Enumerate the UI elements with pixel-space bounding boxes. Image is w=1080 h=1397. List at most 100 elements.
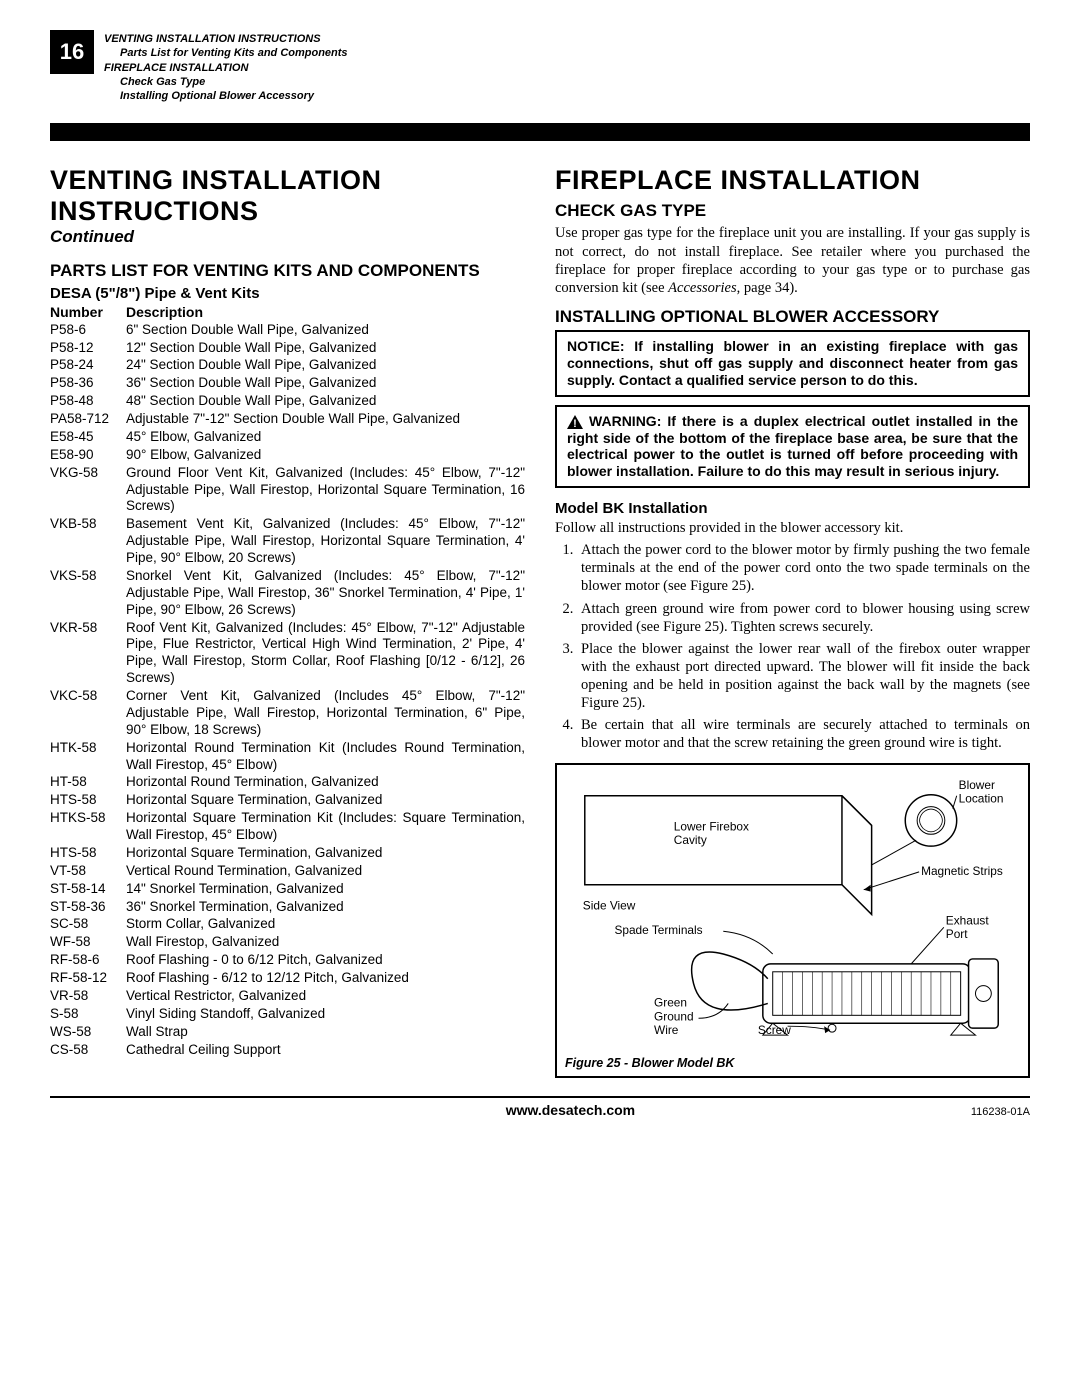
part-description: 90° Elbow, Galvanized (126, 447, 525, 464)
page-number-box: 16 (50, 30, 94, 74)
part-number: HTK-58 (50, 740, 126, 774)
table-row: E58-4545° Elbow, Galvanized (50, 429, 525, 446)
header-line: FIREPLACE INSTALLATION (104, 61, 348, 75)
table-row: HTS-58Horizontal Square Termination, Gal… (50, 792, 525, 809)
part-description: Roof Flashing - 6/12 to 12/12 Pitch, Gal… (126, 970, 525, 987)
part-number: WF-58 (50, 934, 126, 951)
body-paragraph: Use proper gas type for the fireplace un… (555, 224, 1030, 297)
warning-icon: ! (567, 415, 583, 429)
part-description: 14" Snorkel Termination, Galvanized (126, 881, 525, 898)
table-row: ST-58-1414" Snorkel Termination, Galvani… (50, 881, 525, 898)
part-number: S-58 (50, 1006, 126, 1023)
part-description: Basement Vent Kit, Galvanized (Includes:… (126, 516, 525, 567)
svg-text:!: ! (573, 418, 577, 429)
list-item: Be certain that all wire terminals are s… (577, 716, 1030, 752)
table-row: VT-58Vertical Round Termination, Galvani… (50, 863, 525, 880)
part-number: VKB-58 (50, 516, 126, 567)
table-row: SC-58Storm Collar, Galvanized (50, 916, 525, 933)
svg-text:Blower: Blower (959, 777, 995, 791)
table-row: VR-58Vertical Restrictor, Galvanized (50, 988, 525, 1005)
table-row: HTK-58Horizontal Round Termination Kit (… (50, 740, 525, 774)
part-description: Snorkel Vent Kit, Galvanized (Includes: … (126, 568, 525, 619)
part-number: ST-58-36 (50, 899, 126, 916)
header-line: Installing Optional Blower Accessory (104, 89, 348, 103)
svg-text:Screw: Screw (758, 1023, 791, 1037)
part-number: VKS-58 (50, 568, 126, 619)
part-description: Horizontal Round Termination, Galvanized (126, 774, 525, 791)
table-row: RF-58-12Roof Flashing - 6/12 to 12/12 Pi… (50, 970, 525, 987)
part-description: Storm Collar, Galvanized (126, 916, 525, 933)
header-toc: VENTING INSTALLATION INSTRUCTIONS Parts … (104, 30, 348, 103)
part-description: Roof Flashing - 0 to 6/12 Pitch, Galvani… (126, 952, 525, 969)
subsection-heading: CHECK GAS TYPE (555, 201, 1030, 221)
figure-box: Lower Firebox Cavity Blower Location Mag… (555, 763, 1030, 1079)
part-description: Wall Firestop, Galvanized (126, 934, 525, 951)
part-description: 36" Section Double Wall Pipe, Galvanized (126, 375, 525, 392)
part-number: P58-6 (50, 322, 126, 339)
table-row: VKC-58Corner Vent Kit, Galvanized (Inclu… (50, 688, 525, 739)
svg-text:Cavity: Cavity (674, 833, 707, 847)
table-row: P58-1212" Section Double Wall Pipe, Galv… (50, 340, 525, 357)
part-number: HTS-58 (50, 845, 126, 862)
table-row: S-58Vinyl Siding Standoff, Galvanized (50, 1006, 525, 1023)
part-number: E58-90 (50, 447, 126, 464)
part-description: Vinyl Siding Standoff, Galvanized (126, 1006, 525, 1023)
parts-table: P58-66" Section Double Wall Pipe, Galvan… (50, 322, 525, 1059)
svg-text:Location: Location (959, 791, 1004, 805)
page-header: 16 VENTING INSTALLATION INSTRUCTIONS Par… (50, 30, 1030, 103)
right-column: FIREPLACE INSTALLATION CHECK GAS TYPE Us… (555, 166, 1030, 1078)
part-description: Ground Floor Vent Kit, Galvanized (Inclu… (126, 465, 525, 516)
subsection-heading: INSTALLING OPTIONAL BLOWER ACCESSORY (555, 307, 1030, 327)
section-title: INSTRUCTIONS (50, 197, 525, 225)
part-number: WS-58 (50, 1024, 126, 1041)
part-number: HTS-58 (50, 792, 126, 809)
part-description: Horizontal Round Termination Kit (Includ… (126, 740, 525, 774)
table-row: HTKS-58Horizontal Square Termination Kit… (50, 810, 525, 844)
instruction-list: Attach the power cord to the blower moto… (555, 541, 1030, 752)
part-number: E58-45 (50, 429, 126, 446)
svg-text:Spade Terminals: Spade Terminals (614, 923, 702, 937)
part-description: Cathedral Ceiling Support (126, 1042, 525, 1059)
part-number: P58-24 (50, 357, 126, 374)
part-description: Vertical Restrictor, Galvanized (126, 988, 525, 1005)
part-description: 24" Section Double Wall Pipe, Galvanized (126, 357, 525, 374)
part-number: P58-36 (50, 375, 126, 392)
model-heading: Model BK Installation (555, 500, 1030, 517)
continued-label: Continued (50, 227, 525, 247)
part-number: VKR-58 (50, 620, 126, 688)
kit-heading: DESA (5"/8") Pipe & Vent Kits (50, 285, 525, 302)
part-number: VT-58 (50, 863, 126, 880)
header-line: Check Gas Type (104, 75, 348, 89)
table-row: HTS-58Horizontal Square Termination, Gal… (50, 845, 525, 862)
part-description: Corner Vent Kit, Galvanized (Includes 45… (126, 688, 525, 739)
part-number: VKG-58 (50, 465, 126, 516)
part-description: 48" Section Double Wall Pipe, Galvanized (126, 393, 525, 410)
part-description: Horizontal Square Termination, Galvanize… (126, 845, 525, 862)
table-row: VKG-58Ground Floor Vent Kit, Galvanized … (50, 465, 525, 516)
section-title: FIREPLACE INSTALLATION (555, 166, 1030, 194)
svg-text:Exhaust: Exhaust (946, 913, 990, 927)
part-number: HTKS-58 (50, 810, 126, 844)
figure-caption: Figure 25 - Blower Model BK (565, 1056, 1020, 1070)
part-description: Vertical Round Termination, Galvanized (126, 863, 525, 880)
svg-text:Side View: Side View (583, 898, 636, 912)
table-row: VKS-58Snorkel Vent Kit, Galvanized (Incl… (50, 568, 525, 619)
table-row: WF-58Wall Firestop, Galvanized (50, 934, 525, 951)
part-number: CS-58 (50, 1042, 126, 1059)
part-description: Roof Vent Kit, Galvanized (Includes: 45°… (126, 620, 525, 688)
table-row: P58-3636" Section Double Wall Pipe, Galv… (50, 375, 525, 392)
part-number: PA58-712 (50, 411, 126, 428)
page-footer: www.desatech.com 116238-01A (50, 1096, 1030, 1118)
divider-bar (50, 123, 1030, 141)
subsection-heading: PARTS LIST FOR VENTING KITS AND COMPONEN… (50, 261, 525, 281)
svg-text:Magnetic Strips: Magnetic Strips (921, 863, 1003, 877)
svg-text:Port: Port (946, 927, 968, 941)
part-number: VR-58 (50, 988, 126, 1005)
th-description: Description (126, 304, 203, 320)
figure-diagram: Lower Firebox Cavity Blower Location Mag… (565, 771, 1020, 1048)
table-row: P58-66" Section Double Wall Pipe, Galvan… (50, 322, 525, 339)
list-item: Attach the power cord to the blower moto… (577, 541, 1030, 595)
table-row: P58-4848" Section Double Wall Pipe, Galv… (50, 393, 525, 410)
table-row: P58-2424" Section Double Wall Pipe, Galv… (50, 357, 525, 374)
part-description: Adjustable 7"-12" Section Double Wall Pi… (126, 411, 525, 428)
